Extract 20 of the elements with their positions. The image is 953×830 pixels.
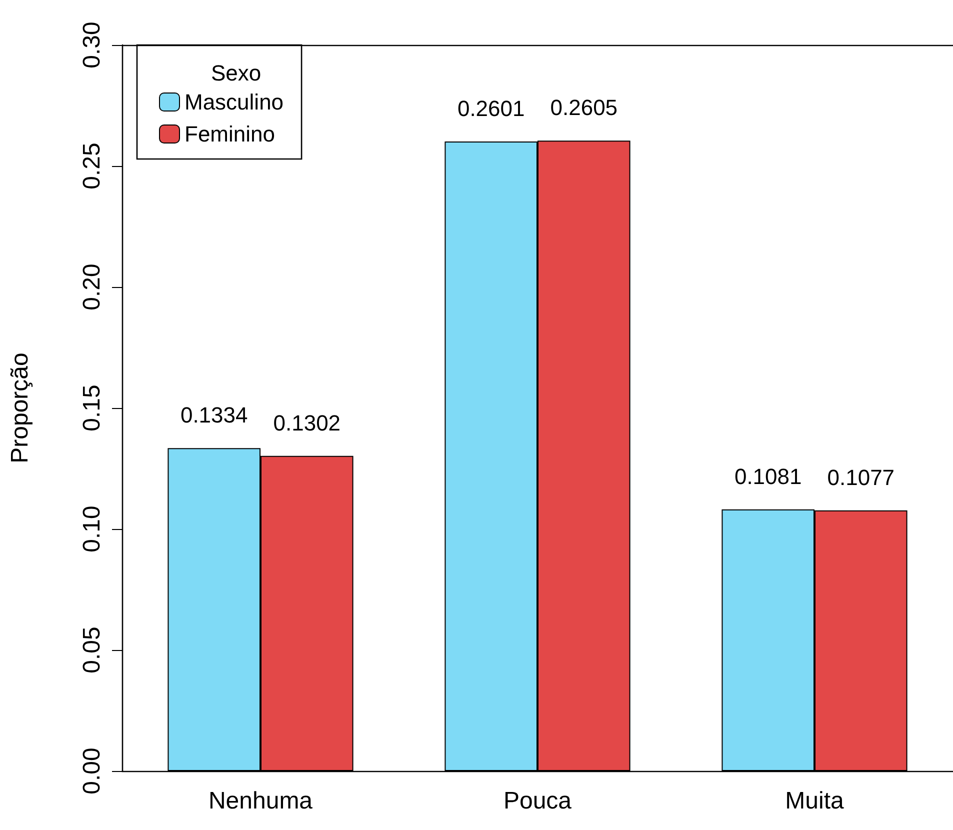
legend-label: Feminino [184,122,275,146]
y-tick-label: 0.25 [78,142,106,190]
data-label: 0.1302 [273,410,341,436]
legend-title: Sexo [211,60,262,86]
y-tick-label: 0.30 [78,22,106,68]
y-tick-label: 0.05 [78,626,106,674]
data-label: 0.1334 [180,402,248,428]
y-tick-label: 0.00 [78,748,106,794]
legend-label: Masculino [184,90,284,114]
data-label: 0.1081 [734,464,802,489]
y-tick-label: 0.20 [78,264,106,310]
y-tick-label: 0.10 [78,506,106,552]
data-label: 0.1077 [827,464,895,490]
data-label: 0.2601 [457,96,525,122]
y-tick-label: 0.15 [78,384,106,432]
data-label: 0.2605 [550,95,618,120]
x-tick-label: Nenhuma [208,788,314,814]
y-axis-title: Proporção [6,352,34,464]
x-tick-label: Muita [785,788,844,814]
x-tick-label: Pouca [503,788,572,814]
